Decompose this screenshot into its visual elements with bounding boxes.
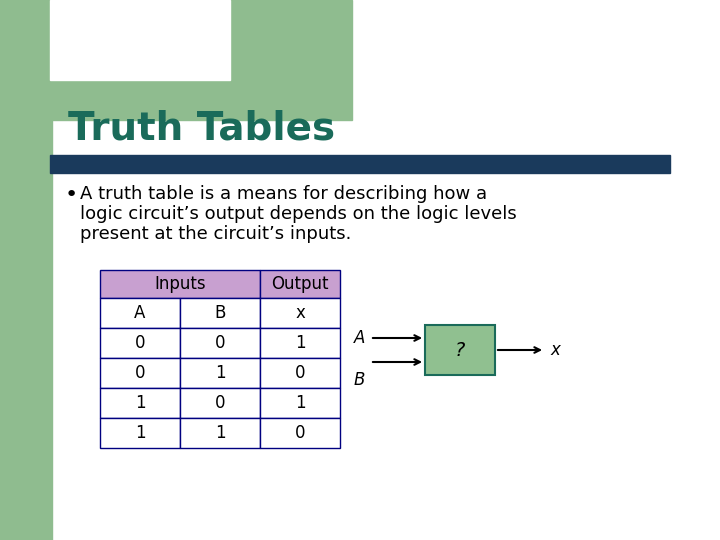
Text: 1: 1 <box>135 394 145 412</box>
Bar <box>260 358 340 388</box>
Bar <box>100 270 260 298</box>
Text: 1: 1 <box>294 394 305 412</box>
Text: x: x <box>550 341 560 359</box>
Text: 0: 0 <box>135 364 145 382</box>
Text: 1: 1 <box>215 364 225 382</box>
Bar <box>100 328 180 358</box>
Text: 0: 0 <box>215 394 225 412</box>
Text: 0: 0 <box>135 334 145 352</box>
Text: x: x <box>295 304 305 322</box>
Bar <box>50 155 670 173</box>
Text: Inputs: Inputs <box>154 275 206 293</box>
Text: 0: 0 <box>215 334 225 352</box>
Bar <box>180 358 260 388</box>
Text: A truth table is a means for describing how a: A truth table is a means for describing … <box>80 185 487 203</box>
Bar <box>180 418 260 448</box>
Text: Truth Tables: Truth Tables <box>68 110 335 148</box>
Bar <box>0 0 52 540</box>
Bar <box>52 0 352 120</box>
Bar <box>0 0 50 540</box>
Text: B: B <box>354 371 365 389</box>
Bar <box>180 328 260 358</box>
Bar <box>100 388 180 418</box>
Bar <box>260 270 340 298</box>
Text: A: A <box>135 304 145 322</box>
Bar <box>260 388 340 418</box>
Bar <box>100 298 180 328</box>
Bar <box>52 0 302 80</box>
Text: 1: 1 <box>215 424 225 442</box>
Bar <box>260 328 340 358</box>
Bar <box>50 0 350 110</box>
Text: 1: 1 <box>135 424 145 442</box>
Text: ?: ? <box>455 341 465 360</box>
Text: logic circuit’s output depends on the logic levels: logic circuit’s output depends on the lo… <box>80 205 517 223</box>
Bar <box>260 418 340 448</box>
Bar <box>180 388 260 418</box>
Text: •: • <box>65 185 78 205</box>
Bar <box>260 298 340 328</box>
Bar <box>50 0 230 80</box>
Bar <box>100 358 180 388</box>
Bar <box>180 298 260 328</box>
Bar <box>425 325 495 375</box>
Text: 1: 1 <box>294 334 305 352</box>
Text: Output: Output <box>271 275 329 293</box>
Text: A: A <box>354 329 365 347</box>
Text: 0: 0 <box>294 424 305 442</box>
Text: B: B <box>215 304 225 322</box>
Bar <box>100 418 180 448</box>
Text: present at the circuit’s inputs.: present at the circuit’s inputs. <box>80 225 351 243</box>
Text: 0: 0 <box>294 364 305 382</box>
